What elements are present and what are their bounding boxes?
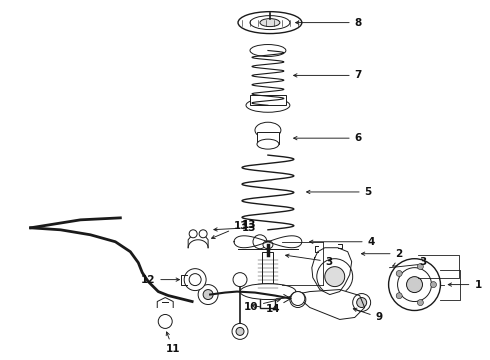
Ellipse shape bbox=[189, 274, 201, 285]
Ellipse shape bbox=[255, 122, 281, 138]
Polygon shape bbox=[312, 248, 352, 294]
Text: 12: 12 bbox=[141, 275, 179, 285]
Text: 5: 5 bbox=[307, 187, 372, 197]
Text: 8: 8 bbox=[295, 18, 362, 28]
Ellipse shape bbox=[232, 323, 248, 339]
Ellipse shape bbox=[240, 284, 296, 300]
Ellipse shape bbox=[397, 268, 432, 302]
Ellipse shape bbox=[246, 98, 290, 112]
Ellipse shape bbox=[250, 15, 290, 30]
Ellipse shape bbox=[291, 292, 305, 306]
Ellipse shape bbox=[184, 269, 206, 291]
Ellipse shape bbox=[417, 264, 423, 270]
Text: 6: 6 bbox=[294, 133, 362, 143]
Ellipse shape bbox=[260, 19, 280, 27]
Text: 13: 13 bbox=[212, 221, 248, 239]
Polygon shape bbox=[295, 289, 365, 319]
Ellipse shape bbox=[250, 45, 286, 57]
Ellipse shape bbox=[357, 298, 367, 307]
Text: 10: 10 bbox=[244, 298, 280, 311]
Ellipse shape bbox=[233, 273, 247, 287]
Text: 1: 1 bbox=[448, 280, 482, 289]
Ellipse shape bbox=[236, 328, 244, 336]
Ellipse shape bbox=[317, 259, 353, 294]
Ellipse shape bbox=[290, 292, 306, 307]
Bar bbox=[250, 95, 286, 105]
Ellipse shape bbox=[198, 285, 218, 305]
Text: 3: 3 bbox=[286, 254, 333, 267]
Ellipse shape bbox=[396, 270, 402, 276]
Ellipse shape bbox=[238, 12, 302, 33]
Bar bbox=[263, 252, 273, 288]
Text: 7: 7 bbox=[294, 71, 362, 80]
Ellipse shape bbox=[389, 259, 441, 310]
Text: 2: 2 bbox=[362, 249, 403, 259]
Bar bbox=[257, 132, 279, 144]
Ellipse shape bbox=[417, 300, 423, 306]
Ellipse shape bbox=[158, 315, 172, 328]
Ellipse shape bbox=[257, 139, 279, 149]
Text: 11: 11 bbox=[166, 332, 180, 354]
Ellipse shape bbox=[353, 293, 370, 311]
Text: 13: 13 bbox=[242, 220, 256, 230]
Ellipse shape bbox=[431, 282, 437, 288]
Text: 14: 14 bbox=[252, 304, 281, 315]
Ellipse shape bbox=[325, 267, 345, 287]
Text: 9: 9 bbox=[353, 308, 383, 323]
Bar bbox=[261, 288, 275, 307]
Text: 4: 4 bbox=[310, 237, 375, 247]
Ellipse shape bbox=[189, 230, 197, 238]
Text: 3: 3 bbox=[419, 257, 427, 267]
Ellipse shape bbox=[253, 235, 267, 249]
Ellipse shape bbox=[263, 241, 273, 249]
Ellipse shape bbox=[203, 289, 213, 300]
Ellipse shape bbox=[407, 276, 422, 293]
Text: 13: 13 bbox=[214, 223, 256, 233]
Ellipse shape bbox=[199, 230, 207, 238]
Ellipse shape bbox=[396, 293, 402, 299]
